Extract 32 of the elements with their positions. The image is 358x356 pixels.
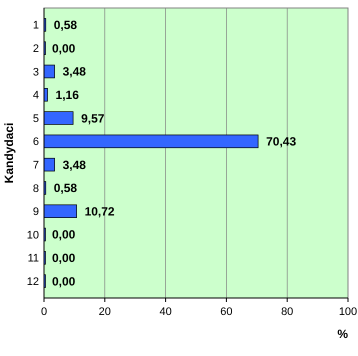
x-tick-label: 20	[98, 306, 111, 318]
y-axis-title: Kandydaci	[2, 122, 16, 184]
y-tick-label: 3	[32, 66, 39, 78]
x-tick-label: 0	[40, 306, 48, 318]
x-tick-label: 80	[281, 306, 294, 318]
y-tick-label: 2	[32, 43, 39, 56]
y-tick-label: 8	[32, 182, 39, 195]
y-tick-label: 10	[26, 229, 39, 242]
data-label: 0,00	[52, 274, 76, 288]
y-tick-label: 4	[32, 90, 39, 102]
data-label: 0,00	[52, 228, 76, 242]
data-label: 3,48	[62, 158, 86, 172]
y-tick-label: 5	[32, 112, 39, 125]
x-axis-title: %	[337, 327, 348, 341]
y-tick-label: 12	[26, 276, 39, 288]
x-tick-label: 40	[159, 306, 172, 318]
data-label: 3,48	[62, 64, 86, 79]
data-label: 0,58	[54, 181, 78, 196]
data-label: 0,58	[54, 18, 78, 32]
y-tick-label: 9	[32, 206, 39, 218]
x-tick-label: 100	[338, 306, 358, 318]
x-tick-label: 60	[220, 306, 233, 318]
data-label: 0,00	[52, 41, 76, 56]
data-label: 10,72	[84, 204, 115, 218]
y-tick-label: 1	[32, 20, 39, 32]
data-label: 0,00	[52, 251, 76, 266]
y-tick-label: 7	[32, 159, 39, 172]
data-label: 9,57	[81, 111, 105, 126]
data-label: 1,16	[56, 88, 80, 102]
data-label: 70,43	[266, 134, 296, 149]
y-tick-label: 11	[28, 252, 39, 265]
y-tick-label: 6	[32, 136, 39, 148]
